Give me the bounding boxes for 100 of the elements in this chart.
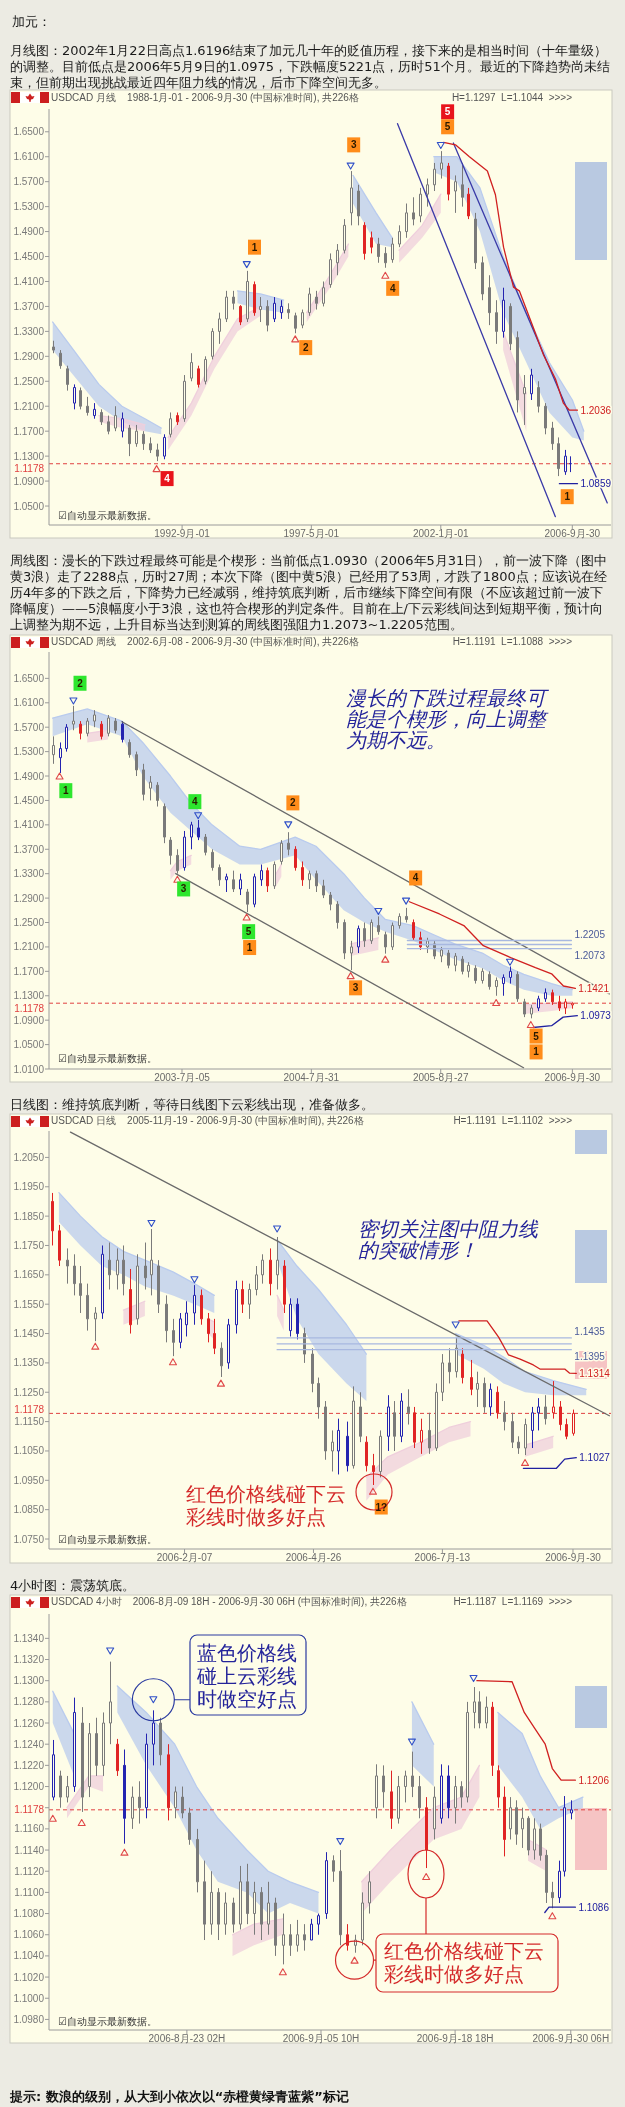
text: 加元：	[12, 13, 51, 29]
candlestick	[121, 720, 124, 743]
candlestick	[176, 848, 179, 875]
text: H=1.1187 L=1.1169 >>>>	[453, 1595, 573, 1607]
candlestick	[72, 705, 75, 731]
y-tick-label: 1.1040	[13, 1950, 45, 1962]
candlestick	[481, 967, 484, 985]
point	[469, 1675, 478, 1683]
candlestick	[211, 327, 214, 360]
annotation: 5	[444, 121, 451, 133]
candlestick	[365, 1435, 368, 1473]
candlestick	[346, 1923, 349, 1952]
candlestick	[266, 299, 269, 332]
y-tick-label: 1.6500	[13, 672, 45, 684]
candlestick	[398, 912, 401, 930]
candlestick	[363, 221, 366, 261]
candlestick	[179, 1312, 182, 1349]
candlestick	[188, 1807, 191, 1846]
candlestick	[79, 720, 82, 740]
point	[492, 998, 501, 1007]
x-tick-label: 2002-1月-01	[412, 527, 470, 539]
ref-line-label: 1.1178	[14, 1804, 45, 1816]
annotation: 2	[302, 342, 309, 354]
candlestick	[107, 415, 110, 435]
point	[194, 812, 203, 820]
candlestick	[267, 1881, 270, 1936]
candlestick	[185, 1300, 188, 1337]
candlestick	[294, 845, 297, 872]
candlestick	[570, 1799, 573, 1820]
annotation: 4	[192, 796, 199, 808]
candlestick	[73, 1697, 76, 1793]
candlestick	[95, 1717, 98, 1777]
point	[402, 897, 411, 905]
candlestick	[426, 178, 429, 208]
data-label: 1.2036	[580, 404, 612, 416]
candlestick	[405, 907, 408, 924]
y-tick-label: 1.1700	[13, 425, 45, 437]
candlestick	[331, 1429, 334, 1473]
candlestick	[136, 1253, 139, 1326]
y-tick-label: 1.5700	[13, 721, 45, 733]
candlestick	[88, 1722, 91, 1798]
candlestick	[150, 1228, 153, 1296]
y-tick-label: 1.1060	[13, 1929, 45, 1941]
candlestick	[379, 1429, 382, 1478]
candlestick	[204, 355, 207, 385]
chart-subtitle: USDCAD 周线 2002-6月-08 - 2006-9月-30 (中国标准时间), 共226格	[51, 635, 359, 647]
candlestick	[93, 402, 96, 420]
candlestick	[447, 162, 450, 201]
candlestick	[565, 1418, 568, 1440]
annotation: 4	[389, 282, 396, 294]
candlestick	[315, 870, 318, 893]
candlestick	[454, 174, 457, 214]
candlestick	[527, 1815, 530, 1856]
candlestick	[167, 1743, 170, 1821]
candlestick	[350, 940, 353, 971]
candlestick	[145, 1733, 148, 1819]
y-tick-label: 1.0500	[13, 500, 45, 512]
candlestick	[135, 424, 138, 448]
annotation: 漫长的下跌过程最终可能是个楔形，向上调整为期不远。	[346, 687, 549, 751]
point	[526, 1020, 535, 1028]
data-label: 1.1314	[579, 1367, 611, 1379]
x-tick-label: 2005-8月-27	[412, 1071, 469, 1083]
candlestick	[169, 411, 172, 438]
candlestick	[59, 1770, 62, 1809]
candlestick	[79, 1265, 82, 1314]
candlestick	[169, 836, 172, 866]
candlestick	[66, 365, 69, 392]
candlestick	[114, 717, 117, 734]
candlestick	[174, 1786, 177, 1819]
chart-subtitle: USDCAD 月线 1988-1月-01 - 2006-9月-30 (中国标准时间), 共226格	[51, 91, 359, 103]
y-tick-label: 1.4100	[13, 819, 45, 831]
candlestick	[544, 987, 547, 1003]
candlestick	[81, 1706, 84, 1813]
x-tick-label: 2006-9月-05 10H	[282, 2032, 360, 2044]
text: H=1.1297 L=1.1044 >>>>	[451, 91, 573, 103]
candlestick	[218, 864, 221, 887]
ref-line-label: 1.1178	[14, 1403, 45, 1415]
candlestick	[563, 1795, 566, 1878]
candlestick	[315, 290, 318, 311]
y-tick-label: 1.1300	[13, 450, 45, 462]
candlestick	[509, 965, 512, 985]
candlestick	[157, 1259, 160, 1314]
point	[374, 907, 383, 916]
y-tick-label: 1.1000	[13, 1992, 45, 2004]
candlestick	[418, 1775, 421, 1819]
annotation: 1	[533, 1046, 540, 1058]
y-tick-label: 1.1120	[14, 1865, 45, 1877]
candlestick	[289, 1923, 292, 1957]
candlestick	[382, 1764, 385, 1809]
candlestick	[259, 296, 262, 323]
candlestick	[79, 387, 82, 410]
candlestick	[190, 821, 193, 850]
x-tick-label: 2003-7月-05	[154, 1071, 211, 1083]
x-tick-label: 1992-9月-01	[154, 527, 211, 539]
candlestick	[481, 256, 484, 301]
candlestick	[557, 436, 560, 477]
point	[173, 875, 182, 883]
x-tick-label: 2006-7月-13	[414, 1551, 471, 1563]
candlestick	[509, 302, 512, 351]
candlestick	[370, 231, 373, 254]
